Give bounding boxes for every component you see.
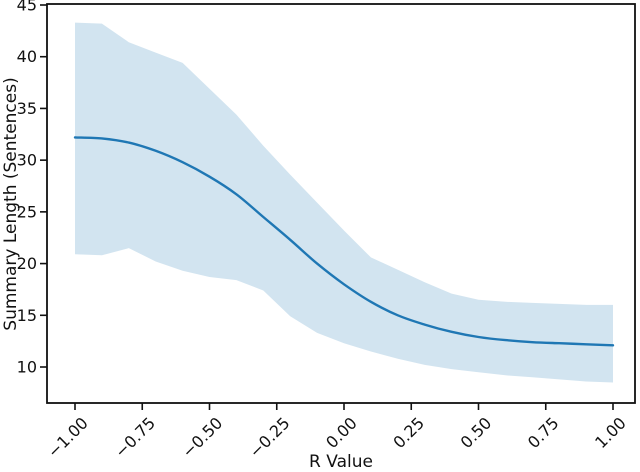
y-tick-label: 20 [17, 254, 37, 273]
y-tick-label: 40 [17, 47, 37, 66]
y-tick-label: 10 [17, 358, 37, 377]
y-tick-label: 35 [17, 99, 37, 118]
y-tick-label: 15 [17, 306, 37, 325]
x-tick-label: 0.00 [322, 413, 361, 452]
y-tick-label: 30 [17, 151, 37, 170]
confidence-band [75, 22, 613, 383]
x-tick-label: −1.00 [44, 413, 92, 461]
x-tick-label: 0.50 [457, 413, 496, 452]
x-tick-label: −0.75 [111, 413, 159, 461]
x-tick-label: −0.25 [245, 413, 293, 461]
x-tick-label: 0.75 [524, 413, 563, 452]
axes-spines [46, 3, 636, 404]
y-axis-ticks: 10 15 20 25 30 35 40 45 [17, 0, 47, 377]
x-tick-label: 1.00 [591, 413, 630, 452]
y-axis-label: Summary Length (Sentences) [1, 77, 21, 330]
x-axis-label: R Value [309, 452, 373, 472]
y-tick-label: 45 [17, 0, 37, 15]
y-tick-label: 25 [17, 202, 37, 221]
plot-area [47, 4, 635, 403]
x-tick-label: 0.25 [389, 413, 428, 452]
x-tick-label: −0.50 [178, 413, 226, 461]
mean-line [73, 136, 615, 347]
